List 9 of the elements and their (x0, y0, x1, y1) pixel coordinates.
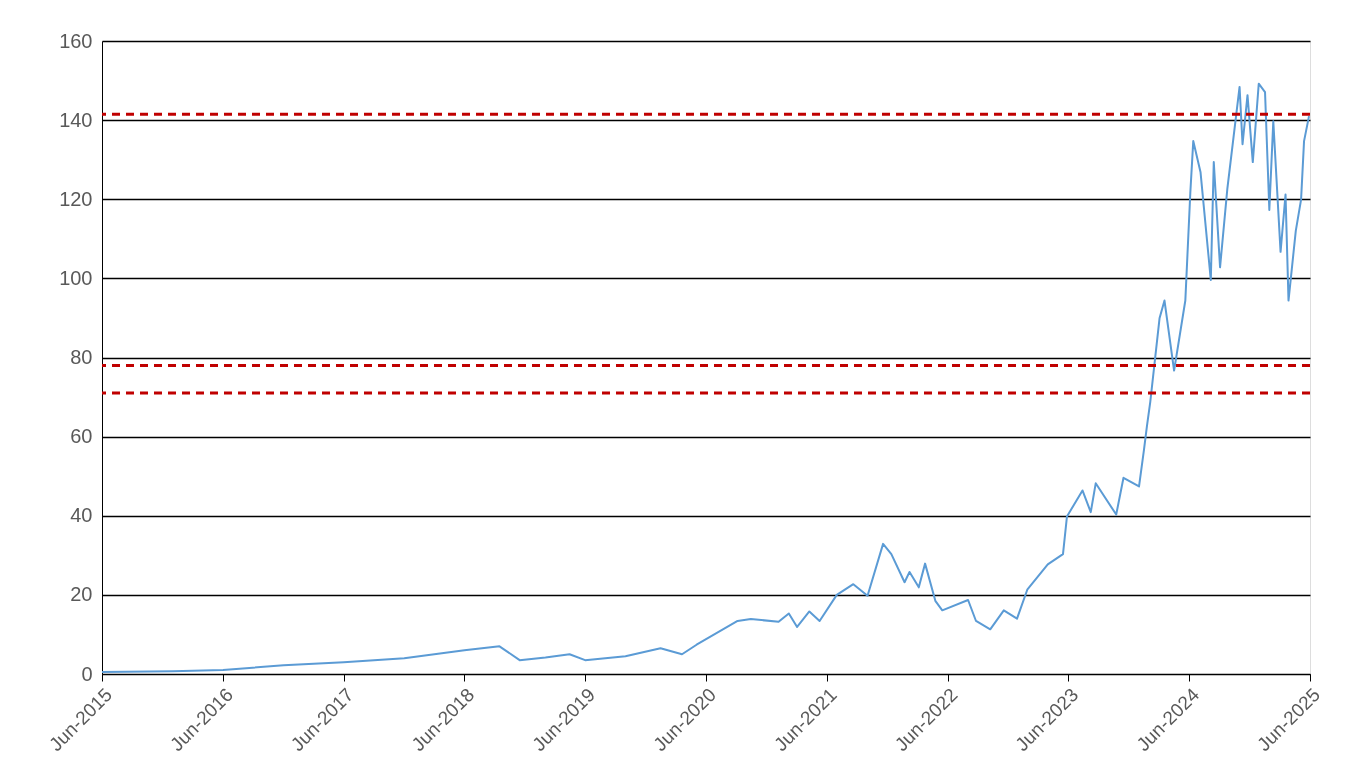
y-tick-label: 100 (59, 266, 93, 289)
y-tick-label: 0 (81, 662, 93, 685)
y-tick-label: 40 (70, 504, 93, 527)
y-tick-label: 140 (59, 108, 93, 131)
y-tick-label: 160 (59, 29, 93, 52)
y-tick-label: 60 (70, 425, 93, 448)
y-tick-label: 120 (59, 187, 93, 210)
y-tick-label: 80 (70, 346, 93, 368)
y-tick-label: 20 (70, 583, 93, 606)
